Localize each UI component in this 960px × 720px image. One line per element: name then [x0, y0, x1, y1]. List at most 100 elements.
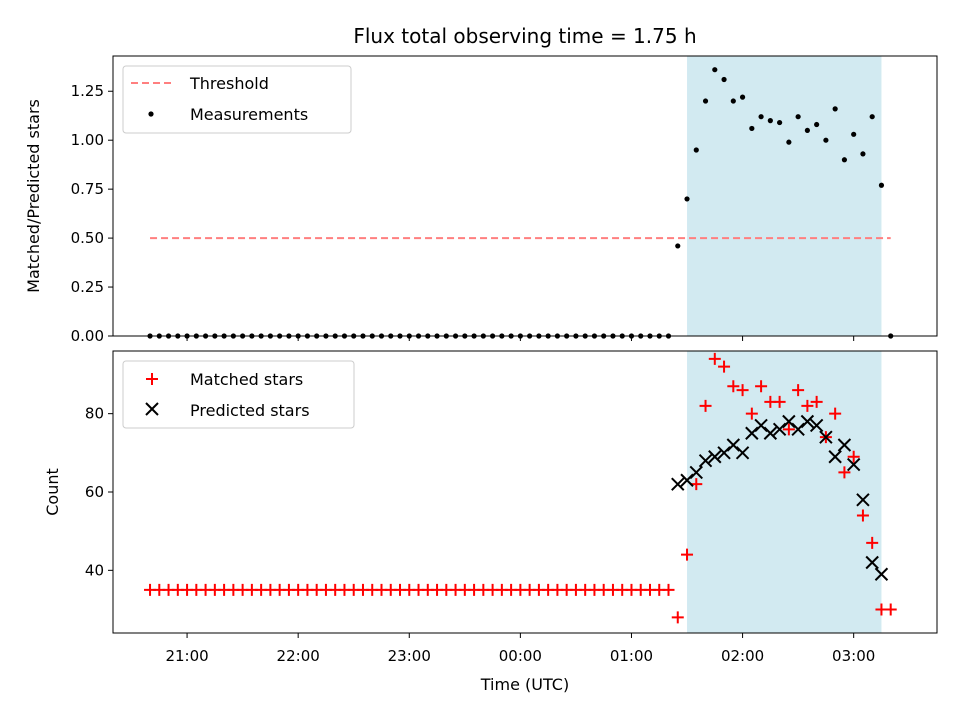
- bottom-ticks: 40 60 80 21:00 22:00 23:00 00:00 01:00 02:00 03:0…: [85, 405, 875, 665]
- matched-star-point: [773, 395, 786, 408]
- top-legend-box: [122, 65, 352, 134]
- predicted-star-point: [689, 465, 703, 480]
- top-y-tick-label: 0.50: [71, 229, 104, 247]
- measurements-legend-swatch: [148, 111, 154, 117]
- top-legend: Threshold Measurements: [122, 65, 352, 134]
- bottom-x-tick-label: 03:00: [832, 647, 875, 665]
- top-y-tick-label: 0.75: [71, 180, 104, 198]
- measurement-point: [721, 76, 727, 83]
- bottom-x-tick-label: 02:00: [721, 647, 764, 665]
- matched-star-point: [792, 384, 805, 397]
- predicted-star-point: [745, 426, 759, 440]
- measurement-point: [758, 114, 764, 120]
- matched-star-point: [681, 548, 694, 561]
- top-y-ticks: 0.00 0.25 0.50 0.75 1.00 1.25: [71, 82, 855, 345]
- measurement-point: [693, 147, 699, 153]
- matched-star-point: [671, 611, 684, 624]
- bottom-y-tick-label: 60: [85, 483, 104, 501]
- bottom-y-tick-label: 40: [85, 561, 104, 579]
- top-y-tick-label: 0.25: [71, 278, 104, 296]
- predicted-legend-label: Predicted stars: [190, 401, 310, 420]
- predicted-star-point: [671, 477, 685, 491]
- matched-legend-label: Matched stars: [190, 370, 303, 389]
- bottom-legend-box: [122, 360, 355, 429]
- matched-star-point: [727, 380, 740, 393]
- predicted-star-point: [846, 457, 861, 472]
- measurement-point: [675, 243, 681, 249]
- predicted-star-point: [717, 446, 731, 460]
- predicted-star-point: [763, 426, 778, 440]
- matched-star-point: [718, 360, 731, 373]
- measurement-point: [777, 119, 783, 126]
- measurement-point: [869, 114, 875, 120]
- predicted-star-point: [772, 422, 787, 437]
- measurement-point: [823, 137, 829, 143]
- matched-star-point: [810, 395, 823, 408]
- measurement-point: [702, 98, 709, 104]
- predicted-star-point: [819, 430, 833, 444]
- matched-star-point: [699, 399, 712, 412]
- measurement-point: [795, 114, 801, 120]
- matched-star-point: [736, 384, 749, 397]
- bottom-panel: 40 60 80 21:00 22:00 23:00 00:00 01:00 02:00 03:0…: [43, 350, 938, 694]
- matched-star-point: [755, 380, 768, 393]
- measurement-point: [684, 196, 690, 202]
- predicted-star-point: [791, 422, 805, 437]
- predicted-star-point: [865, 555, 879, 570]
- threshold-legend-label: Threshold: [189, 74, 269, 93]
- matched-star-point: [801, 399, 814, 412]
- measurement-point: [814, 121, 820, 128]
- predicted-star-point: [856, 493, 870, 507]
- predicted-legend-swatch: [145, 402, 159, 416]
- bottom-y-tick-label: 80: [85, 405, 104, 423]
- measurement-point: [841, 157, 848, 163]
- chart-title: Flux total observing time = 1.75 h: [353, 24, 696, 48]
- measurement-point: [749, 125, 755, 132]
- measurement-point: [804, 127, 810, 134]
- measurement-point: [832, 106, 838, 112]
- matched-star-point: [662, 583, 675, 596]
- matched-legend-swatch: [146, 373, 158, 385]
- matched-star-point: [847, 450, 860, 463]
- matched-star-point: [838, 466, 851, 479]
- top-shaded-region: [687, 56, 882, 336]
- matched-star-point: [745, 407, 758, 420]
- predicted-star-point: [809, 418, 824, 433]
- top-y-axis-label: Matched/Predicted stars: [24, 99, 43, 293]
- predicted-star-point: [782, 414, 796, 429]
- measurement-point: [786, 139, 792, 145]
- x-axis-label: Time (UTC): [480, 675, 569, 694]
- predicted-star-point: [735, 446, 750, 460]
- measurements-legend-label: Measurements: [190, 105, 308, 124]
- measurement-point: [739, 94, 746, 100]
- measurement-point: [712, 67, 718, 73]
- bottom-marks: [144, 352, 897, 624]
- bottom-x-tick-label: 22:00: [277, 647, 320, 665]
- matched-star-point: [866, 536, 879, 549]
- predicted-star-point: [828, 450, 842, 464]
- predicted-star-point: [754, 418, 768, 433]
- bottom-shaded-region: [687, 351, 882, 633]
- measurement-point: [730, 98, 736, 104]
- matched-star-point: [708, 352, 721, 365]
- predicted-star-point: [708, 450, 722, 464]
- predicted-star-point: [726, 438, 741, 452]
- bottom-legend: Matched stars Predicted stars: [122, 360, 355, 429]
- top-y-tick-label: 1.00: [71, 131, 104, 149]
- bottom-y-axis-label: Count: [43, 468, 62, 516]
- bottom-x-tick-label: 01:00: [610, 647, 653, 665]
- bottom-x-tick-label: 23:00: [388, 647, 431, 665]
- measurement-point: [851, 131, 857, 137]
- measurement-point: [767, 118, 773, 124]
- top-panel: 0.00 0.25 0.50 0.75 1.00 1.25 Flux total obse…: [24, 24, 938, 345]
- matched-star-point: [782, 423, 795, 436]
- top-plot-frame: [112, 55, 938, 337]
- measurement-point: [878, 182, 885, 188]
- top-marks: [147, 67, 894, 339]
- predicted-star-point: [800, 414, 815, 429]
- predicted-star-point: [680, 473, 694, 487]
- measurement-point: [860, 151, 866, 157]
- predicted-star-point: [874, 567, 889, 581]
- top-y-tick-label: 0.00: [71, 327, 104, 345]
